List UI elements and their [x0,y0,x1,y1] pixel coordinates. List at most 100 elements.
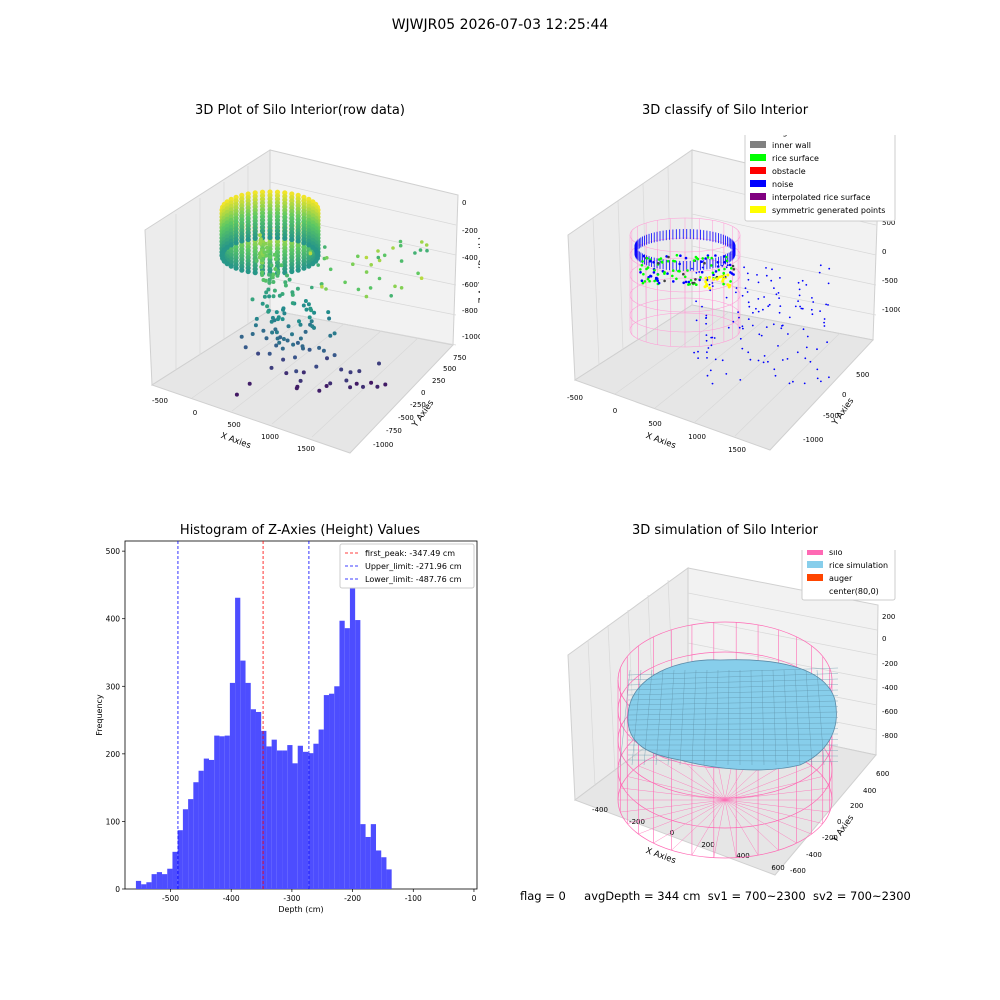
raw-scatter-point [364,294,369,299]
hist-bar [297,745,303,889]
raw-scatter-point [260,258,265,263]
cls-class-point [663,271,666,274]
sim-z-tick-label: -600 [882,708,898,716]
cls-symmetric-point [718,275,721,279]
raw-scatter-point [271,294,276,299]
cls-legend-swatch [750,206,766,213]
raw-scatter-point [245,236,251,243]
raw-scatter-point [320,284,324,289]
cls-noise-point [804,357,807,360]
cls-noise-point [711,285,714,287]
cls-noise-point [706,374,709,377]
cls-noise-point [742,327,744,330]
cls-noise-point [762,361,765,364]
cls-noise-point [711,336,714,339]
sim-silo-spoke [627,776,726,801]
hist-y-tick-label: 100 [106,817,121,826]
raw-gridline [191,316,308,399]
hist-bar [156,872,163,889]
hist-bar [167,868,173,889]
raw-scatter-point [277,340,282,345]
raw-scatter-point [233,240,239,246]
raw-gridline [231,323,345,412]
cls-noise-point [768,303,771,306]
hist-bar [292,763,298,889]
cls-noise-point [748,305,751,308]
raw-gridline [269,245,457,286]
cls-noise-point [737,311,739,314]
hist-x-axis-label: Depth (cm) [278,905,323,914]
cls-noise-point [705,334,708,336]
sim-mesh-line [627,673,839,681]
simulation-3d-surface[interactable]: -400-20002004006006004002000-200-400-600… [560,550,900,885]
cls-noise-point [771,268,773,271]
cls-legend-swatch [750,193,766,200]
hist-bar [355,620,361,889]
raw-scatter-point [294,369,299,374]
cls-noise-point [709,289,712,292]
cls-class-point [723,260,727,264]
cls-noise-point [751,324,754,327]
raw-x-axis-label: X Axies [219,431,252,451]
raw-y-tick-label: 750 [453,354,466,362]
cls-noise-point [732,320,735,323]
raw-scatter-point [332,331,337,336]
cls-symmetric-point [726,283,730,287]
raw-scatter-point [306,302,311,307]
classify-3d-scatter[interactable]: -500 0 500 1000 1500 500 0 -500 -1000 500 0 -500 -10… [560,135,900,465]
raw-scatter-point [332,353,337,358]
cls-noise-point [823,321,825,324]
simulation-plot-title: 3D simulation of Silo Interior [632,523,818,538]
cls-noise-point [760,334,763,337]
avg-depth-value: avgDepth = 344 cm [584,889,701,903]
flag-value: flag = 0 [520,889,566,903]
raw-scatter-point [377,361,381,366]
cls-class-point [639,271,642,274]
raw-scatter-point [301,265,307,271]
cls-noise-point [710,344,713,347]
cls-noise-point [773,368,776,371]
raw-scatter-point [257,255,262,260]
hist-bar [349,559,356,889]
cls-x-tick-label: -500 [567,394,583,402]
cls-noise-point [701,266,704,269]
sim-gridline [607,624,616,773]
cls-pane-floor [573,304,874,451]
cls-class-point [652,261,655,264]
hist-bar [261,730,267,889]
cls-class-point [683,275,687,279]
sim-rice-surface [627,659,837,771]
cls-noise-point [744,287,747,290]
hist-bar [266,746,272,889]
raw-scatter-point [295,267,301,273]
cls-class-point [653,269,656,272]
raw-3d-scatter[interactable]: -500 0 500 1000 1500 750 500 250 0 -250 -500 -750 -1… [140,135,480,465]
cls-symmetric-point [704,276,708,280]
cls-symmetric-point [726,273,730,277]
depth-histogram[interactable]: -500 -400 -300 -200 -100 0 0 100 200 300 400 500 Dep… [90,535,490,920]
raw-scatter-point [254,316,259,321]
sim-silo-spoke [620,787,726,801]
cls-noise-point [777,345,779,347]
cls-y-tick-label: 0 [842,391,846,399]
sim-z-tick-label: 0 [882,635,886,643]
cls-noise-point [721,359,724,362]
cls-noise-point [705,316,708,319]
raw-x-tick-label: 0 [193,409,197,417]
raw-scatter-point [306,263,312,269]
cls-noise-point [701,305,703,308]
cls-noise-point [713,337,716,339]
sim-silo-spoke [724,776,823,801]
cls-class-point [673,260,677,263]
raw-scatter-point [301,303,306,308]
raw-scatter-point [298,322,303,327]
hist-bar [172,851,178,889]
cls-gridline [592,217,600,366]
cls-x-tick-label: 0 [613,407,617,415]
cls-gridline [691,245,877,286]
raw-scatter-point [325,356,329,361]
raw-scatter-point [399,286,404,290]
raw-scatter-point [354,381,359,386]
raw-scatter-point [273,327,278,332]
raw-scatter-point [264,245,269,250]
